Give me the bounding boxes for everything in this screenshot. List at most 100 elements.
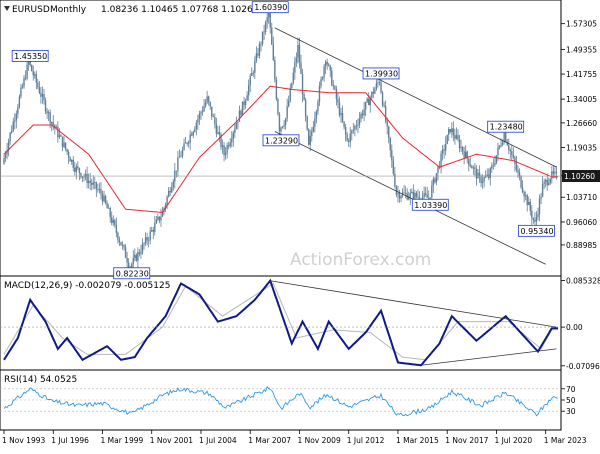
candle-body <box>178 156 181 158</box>
sma-line <box>3 85 558 214</box>
candle-body <box>71 159 73 162</box>
candle-body <box>484 176 487 178</box>
candle <box>44 97 47 115</box>
candle-body <box>52 122 54 126</box>
candle <box>192 130 194 139</box>
candle <box>455 127 458 140</box>
candle-body <box>511 151 513 156</box>
candle-body <box>231 139 233 143</box>
candle-body <box>275 79 278 99</box>
candle-body <box>189 134 191 143</box>
candle-body <box>54 125 56 128</box>
candle <box>449 128 451 134</box>
candle <box>404 186 407 199</box>
candle <box>47 110 50 122</box>
candle <box>34 71 36 79</box>
candle-body <box>257 53 259 56</box>
candle-body <box>74 167 76 172</box>
candle <box>217 126 219 135</box>
candle-body <box>301 74 304 95</box>
rsi-line <box>3 386 559 417</box>
candle-body <box>198 113 201 119</box>
candle-body <box>181 149 184 157</box>
candle-body <box>60 135 62 137</box>
candle <box>357 118 359 134</box>
candle-body <box>207 96 210 102</box>
candle <box>218 125 221 143</box>
candle <box>214 113 216 129</box>
candle-body <box>44 100 47 112</box>
candle-body <box>247 85 250 96</box>
candle <box>75 163 78 180</box>
candle-body <box>97 189 99 190</box>
candle <box>55 124 58 129</box>
candle-body <box>492 165 495 166</box>
candle <box>484 170 487 179</box>
candle-body <box>121 245 124 246</box>
candle <box>514 155 516 172</box>
candle-body <box>346 134 348 141</box>
candle <box>483 175 485 188</box>
candle-body <box>504 132 507 142</box>
candle <box>115 217 118 238</box>
candle <box>491 162 493 173</box>
candle-body <box>414 192 416 200</box>
candle <box>520 175 522 189</box>
candle <box>304 97 307 122</box>
candle-body <box>27 61 30 65</box>
candle <box>157 213 159 222</box>
candle <box>178 149 181 158</box>
collapse-triangle-icon[interactable] <box>4 6 10 11</box>
candle <box>437 166 439 181</box>
candle-body <box>115 224 118 233</box>
candle-body <box>400 196 402 199</box>
candle <box>12 117 14 133</box>
candle <box>289 83 291 103</box>
candle <box>409 189 411 206</box>
candle-body <box>555 171 558 173</box>
candle <box>46 108 48 119</box>
candle-body <box>246 95 248 101</box>
candle <box>521 180 524 194</box>
candle <box>244 98 247 109</box>
candle <box>204 99 207 108</box>
candle <box>95 181 98 197</box>
candle-body <box>441 149 444 154</box>
candle-body <box>515 163 518 170</box>
candle-body <box>124 247 127 258</box>
candle-body <box>143 243 145 245</box>
candle <box>152 226 154 240</box>
candle <box>106 200 108 209</box>
candle-body <box>34 74 36 76</box>
candle-body <box>549 178 552 183</box>
candle-body <box>186 142 188 144</box>
candle-body <box>18 96 21 108</box>
price-annotation: 1.45350 <box>11 49 49 62</box>
candle-body <box>541 183 544 197</box>
candle-body <box>177 157 179 171</box>
candle-body <box>343 121 345 127</box>
candle <box>469 157 471 168</box>
candle <box>378 80 381 86</box>
candle <box>147 236 150 248</box>
candle-body <box>147 239 150 241</box>
candle <box>434 176 436 184</box>
candle-body <box>483 177 485 182</box>
candle-body <box>206 96 208 103</box>
candle-body <box>431 185 433 198</box>
candle <box>504 131 507 143</box>
candle-body <box>478 172 481 177</box>
candle-body <box>20 87 22 97</box>
candle-body <box>378 82 381 84</box>
candle-body <box>114 220 116 225</box>
candle <box>187 140 190 148</box>
candle <box>318 81 321 107</box>
candle-body <box>454 135 456 139</box>
candle <box>243 96 245 110</box>
annotation-box <box>262 134 300 147</box>
candle <box>266 12 268 29</box>
candle-body <box>55 126 58 128</box>
candle-body <box>180 156 182 157</box>
candle-body <box>501 142 504 146</box>
price-annotation: 0.95340 <box>518 224 555 237</box>
